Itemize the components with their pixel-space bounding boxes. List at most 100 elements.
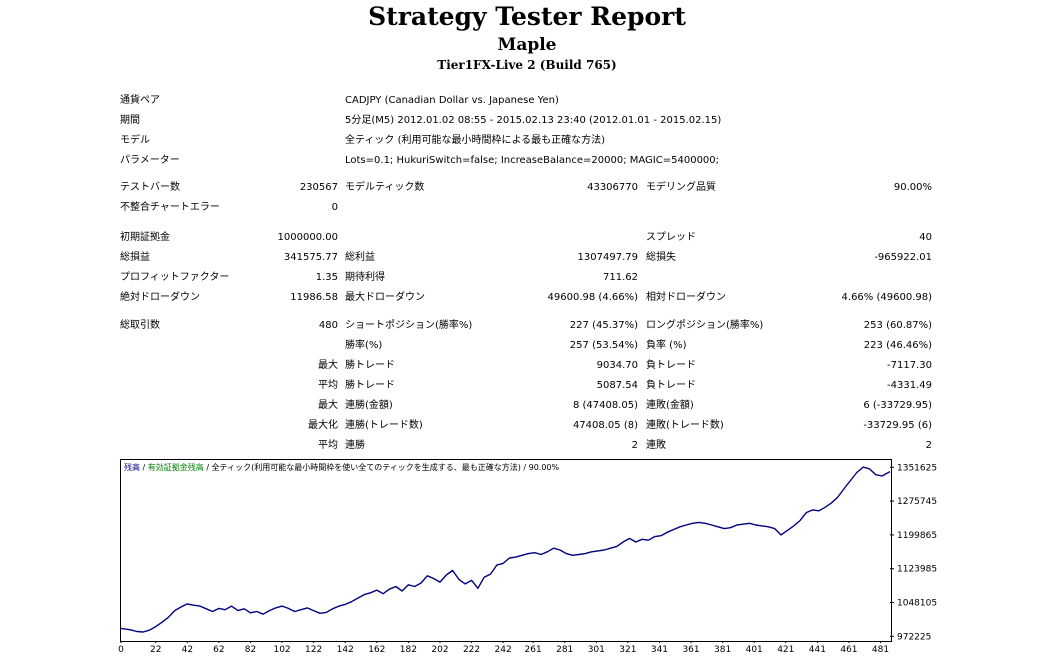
expected-payoff-value: 711.62 [603,272,638,283]
y-tick-label: 1199865 [897,531,937,541]
x-tick-label: 142 [337,645,354,655]
profit-factor-label: プロフィットファクター [120,272,230,283]
absolute-drawdown-value: 11986.58 [290,292,338,303]
average-consecutive-losses-value: 2 [925,440,932,451]
x-tick-label: 202 [431,645,448,655]
consecutive-wins-money-value: 8 (47408.05) [572,400,638,411]
x-tick-label: 242 [495,645,512,655]
short-positions-value: 227 (45.37%) [569,320,638,331]
loss-rate-value: 223 (46.46%) [863,340,932,351]
max-drawdown-label: 最大ドローダウン [345,292,425,303]
average-loss-label: 負トレード [646,380,696,391]
x-tick-label: 421 [777,645,794,655]
parameters-label: パラメーター [120,155,180,166]
average-consecutive-wins-value: 2 [631,440,638,451]
y-tick-label: 1275745 [897,497,937,507]
win-rate-value: 257 (53.54%) [569,340,638,351]
x-tick-label: 82 [245,645,256,655]
consecutive-losses-count-label: 連敗(トレード数) [646,420,724,431]
x-tick-label: 381 [714,645,731,655]
report-title: Strategy Tester Report [368,2,686,31]
ticks-label: モデルティック数 [345,182,425,193]
average-consecutive-wins-label: 連勝 [345,440,365,451]
y-tick-label: 1123985 [897,565,937,575]
y-tick-label: 1351625 [897,463,937,473]
largest-loss-value: -7117.30 [887,360,932,371]
balance-line [120,466,891,633]
x-tick-label: 22 [150,645,161,655]
long-positions-value: 253 (60.87%) [863,320,932,331]
y-tick-label: 972225 [897,632,931,642]
legend-balance: 残高 [124,463,140,472]
y-tick-label: 1048105 [897,599,937,609]
consecutive-wins-count-label: 連勝(トレード数) [345,420,423,431]
chart-legend: 残高 / 有効証拠金残高 / 全ティック(利用可能な最小時間枠を使い全てのティッ… [124,463,559,473]
maximal-label: 最大化 [308,420,338,431]
bars-label: テストバー数 [120,182,180,193]
x-tick-label: 62 [213,645,224,655]
x-tick-label: 301 [588,645,605,655]
total-trades-label: 総取引数 [120,320,160,331]
spread-label: スプレッド [646,232,696,243]
parameters-value: Lots=0.1; HukuriSwitch=false; IncreaseBa… [345,155,720,166]
consecutive-wins-count-value: 47408.05 (8) [572,420,638,431]
legend-equity: 有効証拠金残高 [147,463,204,472]
x-tick-label: 481 [872,645,889,655]
x-tick-label: 321 [619,645,636,655]
model-label: モデル [120,135,150,146]
short-positions-label: ショートポジション(勝率%) [345,320,473,331]
model-value: 全ティック (利用可能な最小時間枠による最も正確な方法) [345,135,606,146]
ea-name: Maple [497,35,557,55]
x-tick-label: 102 [273,645,290,655]
gross-loss-label: 総損失 [646,252,676,263]
largest-loss-label: 負トレード [646,360,696,371]
x-tick-label: 361 [682,645,699,655]
consecutive-wins-money-label: 連勝(金額) [345,400,393,411]
period-value: 5分足(M5) 2012.01.02 08:55 - 2015.02.13 23… [345,115,722,126]
long-positions-label: ロングポジション(勝率%) [646,320,764,331]
maximum-label: 最大 [318,400,338,411]
x-tick-label: 122 [305,645,322,655]
consecutive-losses-money-value: 6 (-33729.95) [863,400,932,411]
errors-label: 不整合チャートエラー [120,202,220,213]
consecutive-losses-count-value: -33729.95 (6) [863,420,932,431]
errors-value: 0 [331,202,338,213]
x-tick-label: 182 [400,645,417,655]
x-tick-label: 341 [651,645,668,655]
deposit-value: 1000000.00 [277,232,338,243]
x-tick-label: 222 [463,645,480,655]
quality-label: モデリング品質 [646,182,716,193]
largest-win-label: 勝トレード [345,360,395,371]
total-trades-value: 480 [318,320,338,331]
gross-profit-label: 総利益 [345,252,375,263]
largest-label: 最大 [318,360,338,371]
symbol-label: 通貨ペア [120,95,160,106]
profit-factor-value: 1.35 [315,272,338,283]
largest-win-value: 9034.70 [596,360,638,371]
ticks-value: 43306770 [587,182,638,193]
gross-profit-value: 1307497.79 [577,252,638,263]
relative-drawdown-value: 4.66% (49600.98) [841,292,932,303]
spread-value: 40 [919,232,932,243]
x-tick-label: 281 [556,645,573,655]
net-profit-value: 341575.77 [283,252,338,263]
symbol-value: CADJPY (Canadian Dollar vs. Japanese Yen… [345,95,559,106]
x-tick-label: 401 [746,645,763,655]
average-label: 平均 [318,380,338,391]
average-win-value: 5087.54 [596,380,638,391]
x-tick-label: 461 [840,645,857,655]
absolute-drawdown-label: 絶対ドローダウン [120,292,200,303]
consecutive-losses-money-label: 連敗(金額) [646,400,694,411]
expected-payoff-label: 期待利得 [345,272,385,283]
deposit-label: 初期証拠金 [120,232,170,243]
average-consecutive-losses-label: 連敗 [646,440,666,451]
legend-separator: / [140,463,148,472]
average-consecutive-label: 平均 [318,440,338,451]
x-tick-label: 42 [182,645,193,655]
server-build: Tier1FX-Live 2 (Build 765) [437,58,617,72]
relative-drawdown-label: 相対ドローダウン [646,292,726,303]
x-tick-label: 441 [809,645,826,655]
max-drawdown-value: 49600.98 (4.66%) [547,292,638,303]
quality-value: 90.00% [893,182,932,193]
